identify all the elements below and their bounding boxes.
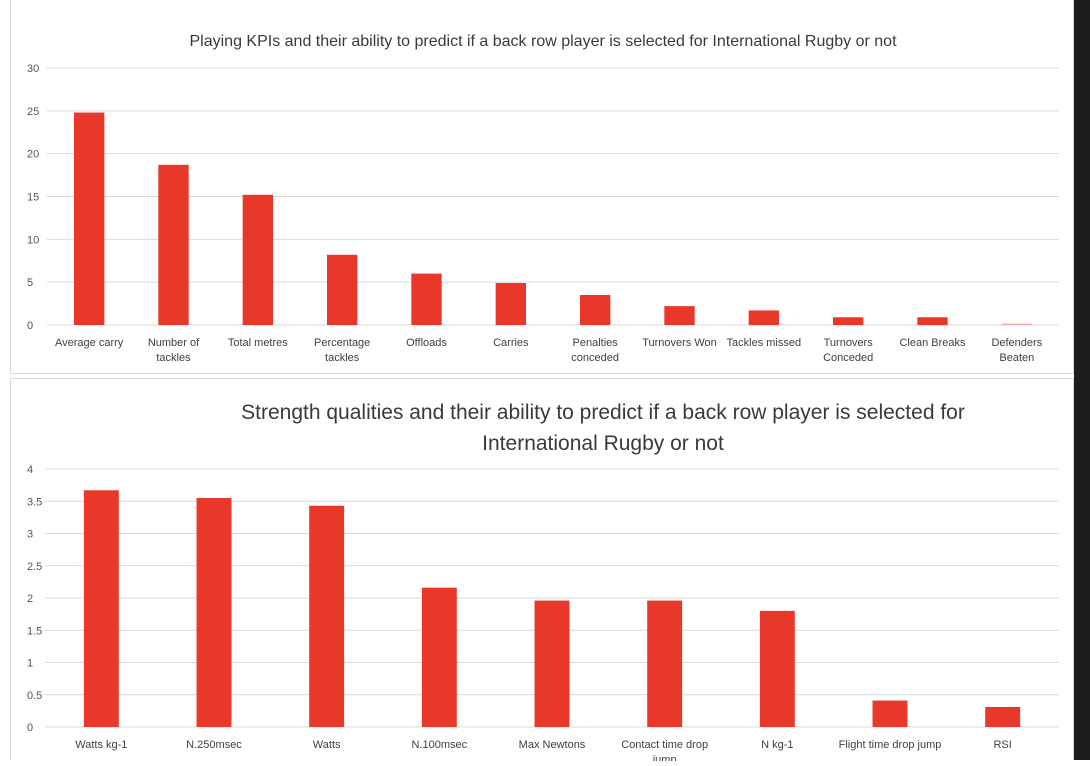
y-tick-label: 3 <box>27 529 33 541</box>
y-tick-label: 15 <box>27 192 39 204</box>
x-category-label: Defenders <box>991 337 1042 349</box>
y-tick-label: 5 <box>27 277 33 289</box>
y-tick-label: 10 <box>27 234 39 246</box>
chart-panel-strength-qualities: Strength qualities and their ability to … <box>10 378 1074 766</box>
y-tick-label: 0 <box>27 722 33 734</box>
chart-title: Playing KPIs and their ability to predic… <box>189 33 897 50</box>
x-category-label: Watts <box>313 739 341 751</box>
x-category-label: Percentage <box>314 337 370 349</box>
y-tick-label: 1.5 <box>27 625 42 637</box>
x-category-label: Offloads <box>406 337 447 349</box>
bar <box>832 317 864 325</box>
x-category-label: Tackles missed <box>727 337 802 349</box>
y-tick-label: 4 <box>27 464 33 476</box>
y-tick-label: 0.5 <box>27 690 42 702</box>
y-tick-label: 2.5 <box>27 561 42 573</box>
bar <box>534 600 570 727</box>
bar <box>309 505 345 727</box>
bar <box>421 587 457 727</box>
bar <box>664 306 695 325</box>
bar <box>73 112 105 326</box>
x-category-label: Clean Breaks <box>899 337 966 349</box>
bar <box>411 273 442 325</box>
bar <box>579 295 611 325</box>
bar-chart-strength-qualities: Strength qualities and their ability to … <box>27 401 1059 766</box>
x-category-label: Watts kg-1 <box>75 739 127 751</box>
y-tick-label: 0 <box>27 320 33 332</box>
chart-title-line: International Rugby or not <box>482 432 724 455</box>
x-category-label: Beaten <box>999 352 1034 364</box>
x-category-label: Total metres <box>228 337 288 349</box>
bar <box>196 498 232 727</box>
window-edge <box>1074 0 1090 760</box>
x-category-label: Turnovers <box>824 337 874 349</box>
bar <box>326 254 358 325</box>
x-category-label: Number of <box>148 337 200 349</box>
bar <box>495 283 527 325</box>
x-category-label: Penalties <box>573 337 619 349</box>
chart-panel-playing-kpis: Playing KPIs and their ability to predic… <box>10 0 1074 374</box>
y-tick-label: 2 <box>27 593 33 605</box>
x-category-label: Average carry <box>55 337 124 349</box>
x-category-label: conceded <box>571 352 619 364</box>
y-tick-label: 30 <box>27 63 39 75</box>
x-category-label: Contact time drop <box>621 739 708 751</box>
y-tick-label: 20 <box>27 149 39 161</box>
x-category-label: RSI <box>993 739 1011 751</box>
x-category-label: tackles <box>325 352 360 364</box>
bar <box>748 310 780 325</box>
chart-title-line: Strength qualities and their ability to … <box>241 401 965 424</box>
x-category-label: tackles <box>156 352 191 364</box>
bar <box>158 164 189 325</box>
x-category-label: N.250msec <box>186 739 242 751</box>
bar <box>985 707 1021 727</box>
y-tick-label: 3.5 <box>27 496 42 508</box>
x-category-label: N kg-1 <box>761 739 793 751</box>
bar <box>917 317 948 325</box>
x-category-label: Conceded <box>823 352 873 364</box>
x-category-label: Flight time drop jump <box>839 739 942 751</box>
bar <box>759 610 795 727</box>
bar <box>1001 323 1033 325</box>
bar <box>83 490 119 727</box>
x-category-label: Turnovers Won <box>642 337 717 349</box>
y-tick-label: 25 <box>27 106 39 118</box>
x-category-label: N.100msec <box>412 739 468 751</box>
bar-chart-playing-kpis: Playing KPIs and their ability to predic… <box>27 33 1059 364</box>
x-category-label: Carries <box>493 337 529 349</box>
bar <box>242 194 274 325</box>
x-category-label: Max Newtons <box>519 739 586 751</box>
y-tick-label: 1 <box>27 658 33 670</box>
bar <box>647 600 683 727</box>
bar <box>872 700 908 727</box>
